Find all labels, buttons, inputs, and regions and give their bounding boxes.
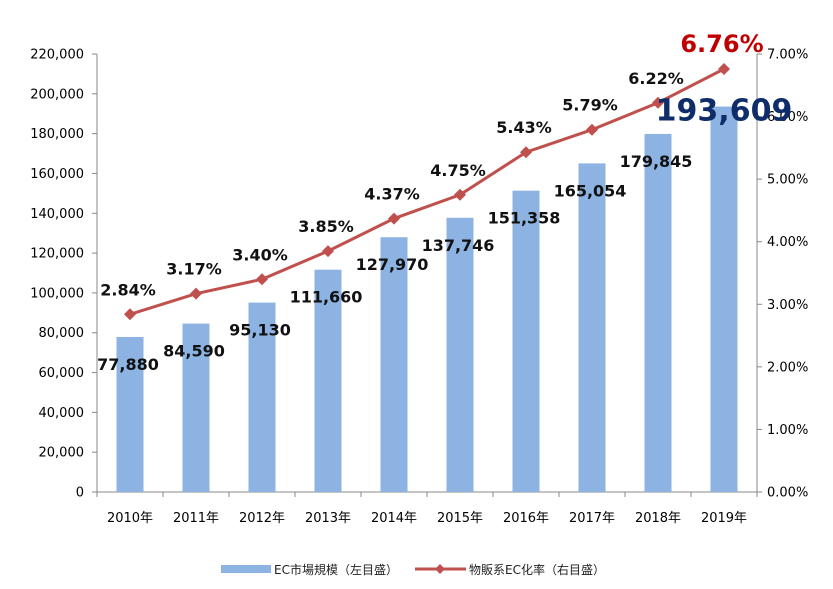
bar-value-label: 193,609 (656, 94, 793, 129)
legend-bar-swatch (221, 565, 271, 573)
rate-marker-1 (124, 308, 136, 321)
right-tick-label: 3.00% (767, 298, 808, 313)
legend-bar-label: EC市場規模（左目盛） (274, 562, 398, 577)
bar-value-label: 165,054 (554, 181, 627, 200)
x-tick-label: 2019年 (701, 511, 747, 526)
left-tick-label: 160,000 (30, 167, 84, 182)
rate-marker-6 (454, 188, 466, 201)
rate-value-label: 3.85% (298, 217, 354, 236)
left-tick-label: 220,000 (30, 48, 84, 63)
rate-value-label: 4.75% (430, 161, 486, 180)
rate-marker-3 (256, 273, 268, 286)
x-tick-label: 2015年 (437, 511, 483, 526)
rate-value-label: 6.76% (680, 30, 763, 58)
left-tick-label: 40,000 (39, 406, 85, 421)
rate-marker-9 (652, 96, 664, 109)
x-tick-label: 2010年 (107, 511, 153, 526)
x-tick-label: 2016年 (503, 511, 549, 526)
bar-value-label: 179,845 (620, 152, 693, 171)
rate-value-label: 5.79% (562, 96, 618, 115)
legend-line-marker (435, 564, 445, 574)
rate-marker-8 (586, 123, 598, 136)
rate-marker-5 (388, 212, 400, 225)
bar-value-label: 127,970 (356, 255, 429, 274)
bar-6 (446, 217, 474, 492)
x-tick-label: 2014年 (371, 511, 417, 526)
bar-value-label: 137,746 (422, 236, 495, 255)
rate-marker-4 (322, 245, 334, 258)
rate-line (129, 67, 725, 316)
left-tick-label: 180,000 (30, 127, 84, 142)
bar-value-label: 111,660 (290, 288, 363, 307)
bar-9 (644, 133, 672, 493)
right-tick-label: 4.00% (767, 235, 808, 250)
left-tick-label: 0 (76, 486, 84, 501)
rate-value-label: 5.43% (496, 118, 552, 137)
left-tick-label: 200,000 (30, 87, 84, 102)
right-tick-label: 0.00% (767, 486, 808, 501)
x-tick-label: 2017年 (569, 511, 615, 526)
rate-value-label: 2.84% (100, 280, 156, 299)
left-tick-label: 60,000 (39, 366, 85, 381)
rate-value-label: 4.37% (364, 185, 420, 204)
left-tick-label: 140,000 (30, 207, 84, 222)
bar-value-label: 151,358 (488, 209, 561, 228)
rate-marker-2 (190, 287, 202, 300)
right-tick-label: 1.00% (767, 423, 808, 438)
rate-value-label: 6.22% (628, 69, 684, 88)
right-tick-label: 7.00% (767, 48, 808, 63)
bar-2 (182, 323, 210, 492)
rate-marker-7 (520, 146, 532, 159)
rate-value-label: 3.17% (166, 260, 222, 279)
bar-value-label: 95,130 (229, 321, 291, 340)
right-tick-label: 2.00% (767, 360, 808, 375)
x-tick-label: 2012年 (239, 511, 285, 526)
bar-3 (248, 302, 276, 492)
rate-marker-10 (718, 63, 730, 76)
bar-1 (116, 336, 144, 492)
bar-value-label: 84,590 (163, 342, 225, 361)
bar-4 (314, 269, 342, 492)
bar-5 (380, 237, 408, 492)
left-tick-label: 100,000 (30, 286, 84, 301)
bar-10 (710, 106, 738, 492)
bar-7 (512, 190, 540, 493)
bar-value-label: 77,880 (97, 355, 159, 374)
x-tick-label: 2011年 (173, 511, 219, 526)
right-tick-label: 5.00% (767, 173, 808, 188)
x-tick-label: 2018年 (635, 511, 681, 526)
left-tick-label: 120,000 (30, 247, 84, 262)
left-tick-label: 80,000 (39, 326, 85, 341)
right-tick-label: 6.00% (767, 110, 808, 125)
bar-8 (578, 163, 606, 492)
left-tick-label: 20,000 (39, 446, 85, 461)
rate-value-label: 3.40% (232, 245, 288, 264)
x-tick-label: 2013年 (305, 511, 351, 526)
legend-line-label: 物販系EC化率（右目盛） (469, 562, 605, 577)
